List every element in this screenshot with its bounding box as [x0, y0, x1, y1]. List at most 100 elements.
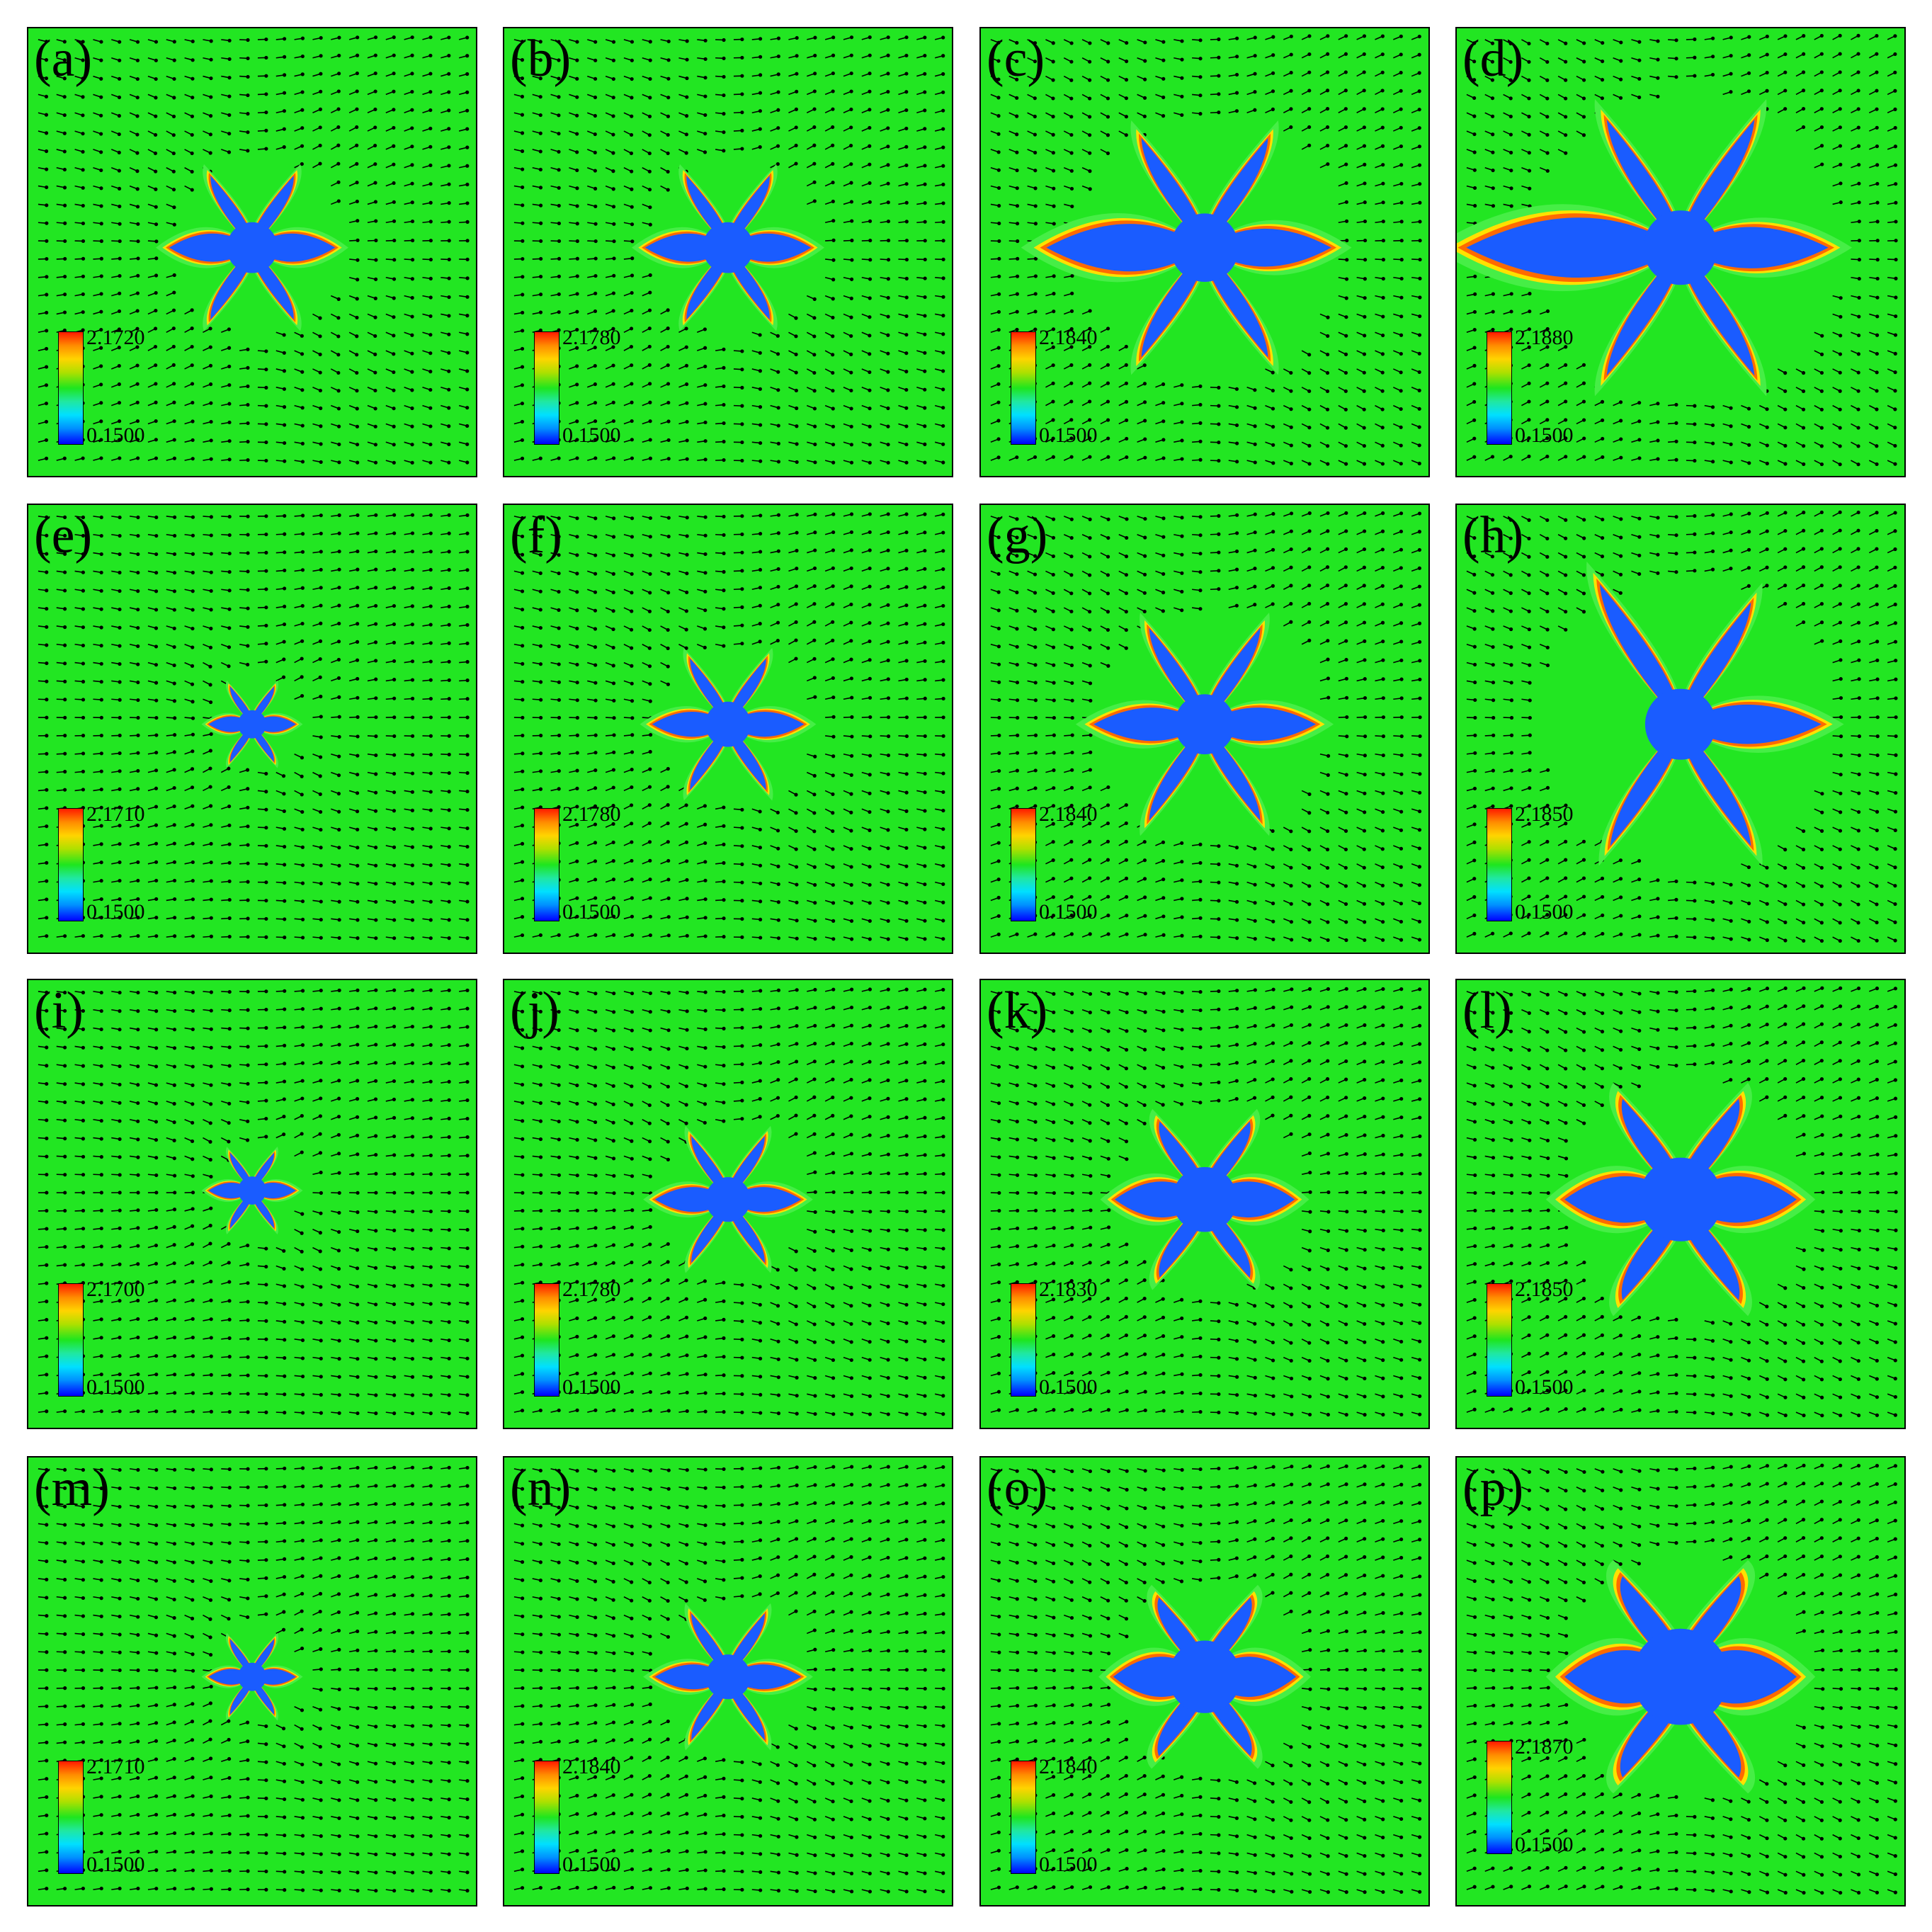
vector-head	[886, 163, 890, 167]
vector-head	[941, 164, 945, 168]
vector-head	[227, 842, 232, 846]
vector-head	[283, 55, 287, 59]
vector-head	[1088, 326, 1092, 331]
vector-head	[538, 571, 542, 575]
vector-head	[283, 73, 287, 77]
vector-head	[428, 406, 433, 410]
vector-head	[428, 276, 433, 280]
vector-head	[62, 167, 67, 172]
vector-head	[428, 144, 433, 149]
vector-head	[117, 150, 121, 154]
vector-head	[336, 125, 341, 130]
vector-head	[831, 143, 835, 147]
vector-head	[1124, 78, 1129, 82]
vector-head	[118, 533, 122, 538]
vector-head	[1380, 70, 1385, 74]
vector-head	[264, 92, 268, 96]
vector-head	[886, 219, 891, 224]
vector-head	[208, 766, 212, 771]
colorbar-max-label: 2.1720	[86, 326, 145, 349]
vector-head	[1125, 418, 1129, 422]
vector-head	[410, 863, 414, 868]
vector-head	[593, 364, 597, 368]
vector-head	[410, 181, 414, 186]
vector-head	[410, 200, 414, 205]
vector-head	[136, 805, 140, 809]
vector-head	[831, 107, 835, 111]
vector-head	[758, 387, 762, 391]
vector-head	[1362, 462, 1367, 466]
vector-head	[630, 400, 634, 404]
vector-head	[172, 589, 176, 593]
vector-head	[1289, 370, 1293, 375]
vector-head	[62, 76, 67, 81]
vector-head	[1893, 333, 1898, 337]
vector-head	[45, 167, 49, 171]
vector-head	[923, 512, 927, 516]
vector-head	[1363, 162, 1367, 166]
vector-head	[1069, 363, 1074, 368]
vector-head	[99, 733, 103, 738]
vector-head	[703, 150, 708, 154]
vector-head	[356, 899, 360, 904]
vector-head	[191, 916, 195, 920]
vector-head	[246, 38, 250, 42]
vector-head	[135, 345, 140, 349]
vector-head	[410, 277, 414, 281]
vector-head	[81, 256, 86, 261]
vector-head	[1856, 370, 1860, 375]
vector-head	[575, 222, 579, 226]
vector-head	[1856, 389, 1860, 393]
vector-head	[1637, 401, 1642, 405]
vector-head	[135, 76, 140, 81]
vector-head	[465, 220, 470, 224]
vector-head	[812, 316, 817, 320]
vector-head	[703, 76, 708, 80]
vector-head	[1106, 326, 1110, 331]
vector-head	[795, 567, 799, 571]
vector-head	[1253, 72, 1257, 76]
vector-head	[1819, 144, 1824, 148]
vector-head	[648, 400, 652, 404]
vector-head	[99, 570, 103, 574]
vector-head	[1528, 186, 1532, 191]
vector-head	[1472, 309, 1477, 314]
vector-head	[1198, 57, 1203, 61]
vector-head	[520, 419, 525, 424]
vector-head	[355, 125, 359, 130]
vector-head	[868, 125, 872, 130]
vector-head	[1016, 239, 1020, 244]
vector-head	[264, 771, 268, 775]
vector-head	[62, 661, 67, 666]
vector-head	[135, 363, 140, 368]
vector-head	[904, 295, 909, 300]
vector-head	[1545, 436, 1550, 441]
vector-head	[1472, 114, 1477, 118]
vector-head	[227, 383, 232, 387]
vector-head	[1180, 113, 1184, 118]
vector-head	[283, 532, 287, 536]
vector-head	[593, 572, 598, 576]
vector-head	[1271, 71, 1275, 75]
vector-head	[410, 108, 414, 112]
vector-head	[300, 675, 304, 679]
vector-head	[191, 749, 195, 754]
vector-head	[557, 40, 561, 44]
vector-head	[356, 550, 360, 554]
vector-head	[611, 326, 615, 331]
vector-head	[996, 346, 1001, 350]
vector-head	[1362, 125, 1366, 130]
vector-head	[1710, 72, 1715, 77]
vector-head	[154, 626, 159, 630]
vector-head	[1015, 168, 1019, 173]
vector-head	[1711, 55, 1715, 59]
vector-head	[410, 604, 414, 608]
vector-head	[135, 58, 140, 62]
vector-head	[886, 370, 890, 374]
vector-head	[1325, 370, 1330, 375]
vector-head	[392, 443, 396, 447]
vector-head	[1839, 181, 1843, 186]
vector-head	[465, 531, 470, 535]
colorbar-min-label: 0.1500	[86, 900, 145, 924]
vector-head	[611, 132, 615, 137]
